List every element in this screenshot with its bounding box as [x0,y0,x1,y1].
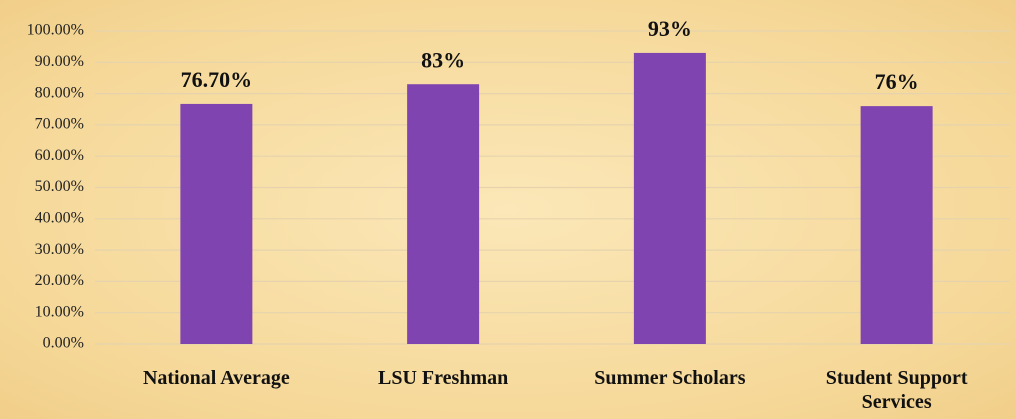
data-label: 76.70% [181,67,253,92]
y-tick-label: 80.00% [35,84,84,101]
y-tick-label: 100.00% [27,22,84,39]
bar [407,84,480,345]
data-label: 76% [875,69,919,94]
y-tick-label: 10.00% [35,303,84,320]
x-tick-label: National Average [142,367,290,389]
x-tick-label: Student Support Services [825,367,968,413]
y-tick-label: 60.00% [35,147,84,164]
x-tick-label: Summer Scholars [594,367,746,389]
y-tick-label: 50.00% [35,178,84,195]
y-tick-label: 70.00% [35,116,84,133]
y-tick-label: 90.00% [35,53,84,70]
data-label: 83% [421,47,465,72]
y-tick-label: 30.00% [35,241,84,258]
y-tick-label: 20.00% [35,272,84,289]
bar [860,106,933,345]
x-tick-label: LSU Freshman [378,367,509,389]
y-tick-label: 0.00% [43,335,84,352]
bar [633,52,706,344]
bar [180,103,253,344]
y-tick-label: 40.00% [35,209,84,226]
data-label: 93% [648,16,692,41]
